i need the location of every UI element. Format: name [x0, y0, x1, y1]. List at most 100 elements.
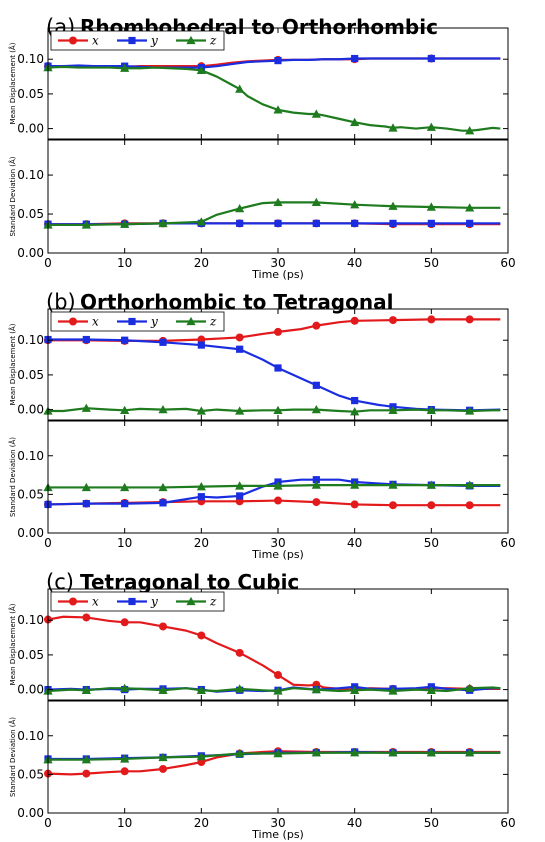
data-point-x: [120, 767, 129, 776]
series-markers-x: [44, 613, 474, 694]
data-point-z: [465, 683, 475, 692]
data-point-z: [120, 219, 130, 228]
data-point-z: [311, 404, 321, 414]
data-point-z: [120, 405, 130, 414]
y-tick-label: 0.05: [17, 767, 44, 781]
legend-label-x: x: [92, 595, 99, 609]
data-point-y: [351, 219, 359, 227]
x-tick-label: 10: [117, 536, 132, 550]
legend: x y z: [50, 30, 225, 51]
series-markers-z: [43, 748, 475, 764]
y-tick-label: 0.00: [17, 526, 44, 540]
data-point-y: [312, 219, 320, 227]
data-point-z: [388, 123, 398, 132]
data-point-z: [196, 217, 206, 226]
y-axis-label: Mean Displacement (Å): [8, 603, 17, 685]
y-axis-label: Mean Displacement (Å): [8, 42, 17, 124]
data-point-z: [426, 685, 436, 694]
data-point-z: [388, 480, 398, 489]
data-point-x: [465, 501, 474, 510]
series-line-y: [48, 338, 501, 412]
data-point-x: [197, 631, 206, 640]
panel-letter: (b): [46, 290, 76, 314]
data-point-z: [235, 203, 245, 213]
data-point-z: [273, 481, 283, 490]
data-point-z: [350, 480, 360, 489]
data-point-z: [273, 197, 283, 207]
series-markers-z: [43, 480, 475, 492]
data-point-x: [427, 501, 436, 510]
data-point-x: [159, 622, 167, 631]
data-point-z: [235, 481, 245, 490]
x-tick-label: 20: [194, 536, 209, 550]
data-point-z: [465, 203, 475, 212]
legend-label-z: z: [209, 34, 217, 48]
x-tick-label: 40: [347, 256, 362, 270]
x-tick-label: 60: [500, 816, 515, 830]
legend-marker-y: [128, 317, 136, 326]
series-markers-z: [43, 197, 475, 229]
data-point-x: [350, 500, 359, 509]
data-point-y: [121, 336, 129, 344]
x-axis-label: Time (ps): [251, 268, 304, 281]
data-point-x: [159, 764, 167, 773]
legend-label-x: x: [92, 315, 99, 329]
data-point-z: [465, 126, 475, 135]
series-markers-y: [44, 335, 474, 414]
x-tick-label: 10: [117, 256, 132, 270]
y-tick-label: 0.00: [17, 403, 44, 417]
data-point-z: [388, 201, 398, 210]
plot-frame: [47, 420, 509, 534]
data-point-z: [81, 220, 91, 229]
series-line-z: [48, 201, 501, 227]
legend-label-y: y: [150, 315, 158, 329]
series-markers-z: [43, 683, 475, 695]
data-point-z: [388, 748, 398, 757]
legend-marker-z: [186, 35, 196, 45]
data-point-z: [311, 197, 321, 207]
plot-frame: [47, 139, 509, 254]
data-point-z: [235, 406, 245, 415]
data-point-z: [273, 686, 283, 695]
x-tick-label: 60: [500, 256, 515, 270]
y-tick-label: 0.10: [17, 729, 44, 743]
data-point-y: [427, 54, 435, 63]
data-point-z: [235, 684, 245, 693]
data-point-z: [426, 405, 436, 414]
y-tick-label: 0.05: [17, 207, 44, 221]
y-axis-label: Standard Deviation (Å): [8, 156, 17, 236]
data-point-z: [235, 748, 245, 758]
x-tick-label: 30: [270, 536, 285, 550]
data-point-z: [158, 404, 168, 414]
data-point-x: [235, 648, 244, 657]
data-point-y: [159, 338, 167, 346]
data-point-z: [465, 406, 475, 415]
data-point-z: [120, 482, 130, 492]
legend-marker-z: [186, 316, 196, 326]
legend-label-x: x: [92, 34, 99, 48]
series-line-z: [47, 65, 501, 132]
data-point-z: [311, 109, 321, 118]
data-point-z: [196, 685, 206, 694]
data-point-z: [235, 84, 245, 93]
data-point-z: [158, 218, 168, 228]
data-point-y: [466, 219, 474, 227]
data-point-z: [196, 65, 206, 74]
data-point-x: [274, 496, 282, 505]
data-point-x: [312, 321, 321, 330]
legend-marker-x: [69, 36, 77, 45]
y-tick-label: 0.10: [17, 333, 44, 347]
data-point-z: [311, 684, 321, 694]
data-point-y: [312, 476, 320, 484]
data-point-y: [197, 493, 205, 501]
data-point-z: [196, 752, 206, 761]
data-point-z: [350, 407, 360, 416]
data-point-y: [351, 396, 359, 405]
data-point-y: [82, 500, 90, 508]
data-point-z: [120, 683, 130, 692]
data-point-y: [274, 364, 282, 372]
legend-marker-y: [128, 36, 136, 45]
